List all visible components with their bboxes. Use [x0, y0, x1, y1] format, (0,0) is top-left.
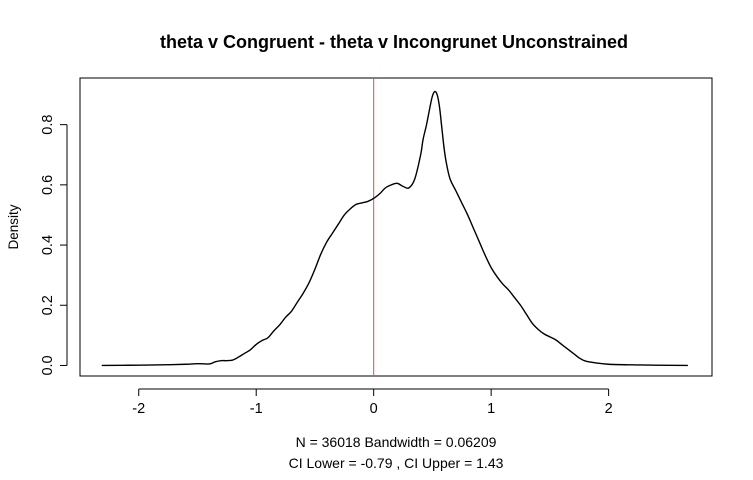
y-axis-label: Density: [6, 204, 21, 249]
x-tick-label: -1: [250, 401, 263, 417]
y-tick-label: 0.2: [40, 295, 56, 315]
chart-title: theta v Congruent - theta v Incongrunet …: [160, 32, 628, 52]
y-axis: 0.0 0.2 0.4 0.6 0.8: [40, 115, 68, 376]
y-tick-label: 0.4: [40, 235, 56, 255]
x-tick-label: 2: [605, 401, 613, 417]
y-tick-label: 0.8: [40, 115, 56, 135]
x-axis: -2 -1 0 1 2: [132, 388, 613, 417]
x-tick-label: 1: [487, 401, 495, 417]
x-axis-label-line-1: N = 36018 Bandwidth = 0.06209: [296, 434, 497, 450]
y-tick-label: 0.0: [40, 355, 56, 375]
y-tick-label: 0.6: [40, 175, 56, 195]
x-axis-label-line-2: CI Lower = -0.79 , CI Upper = 1.43: [289, 455, 504, 471]
plot-frame: [79, 77, 713, 377]
density-curve: [101, 90, 689, 367]
x-tick-label: -2: [132, 401, 145, 417]
x-tick-label: 0: [370, 401, 378, 417]
